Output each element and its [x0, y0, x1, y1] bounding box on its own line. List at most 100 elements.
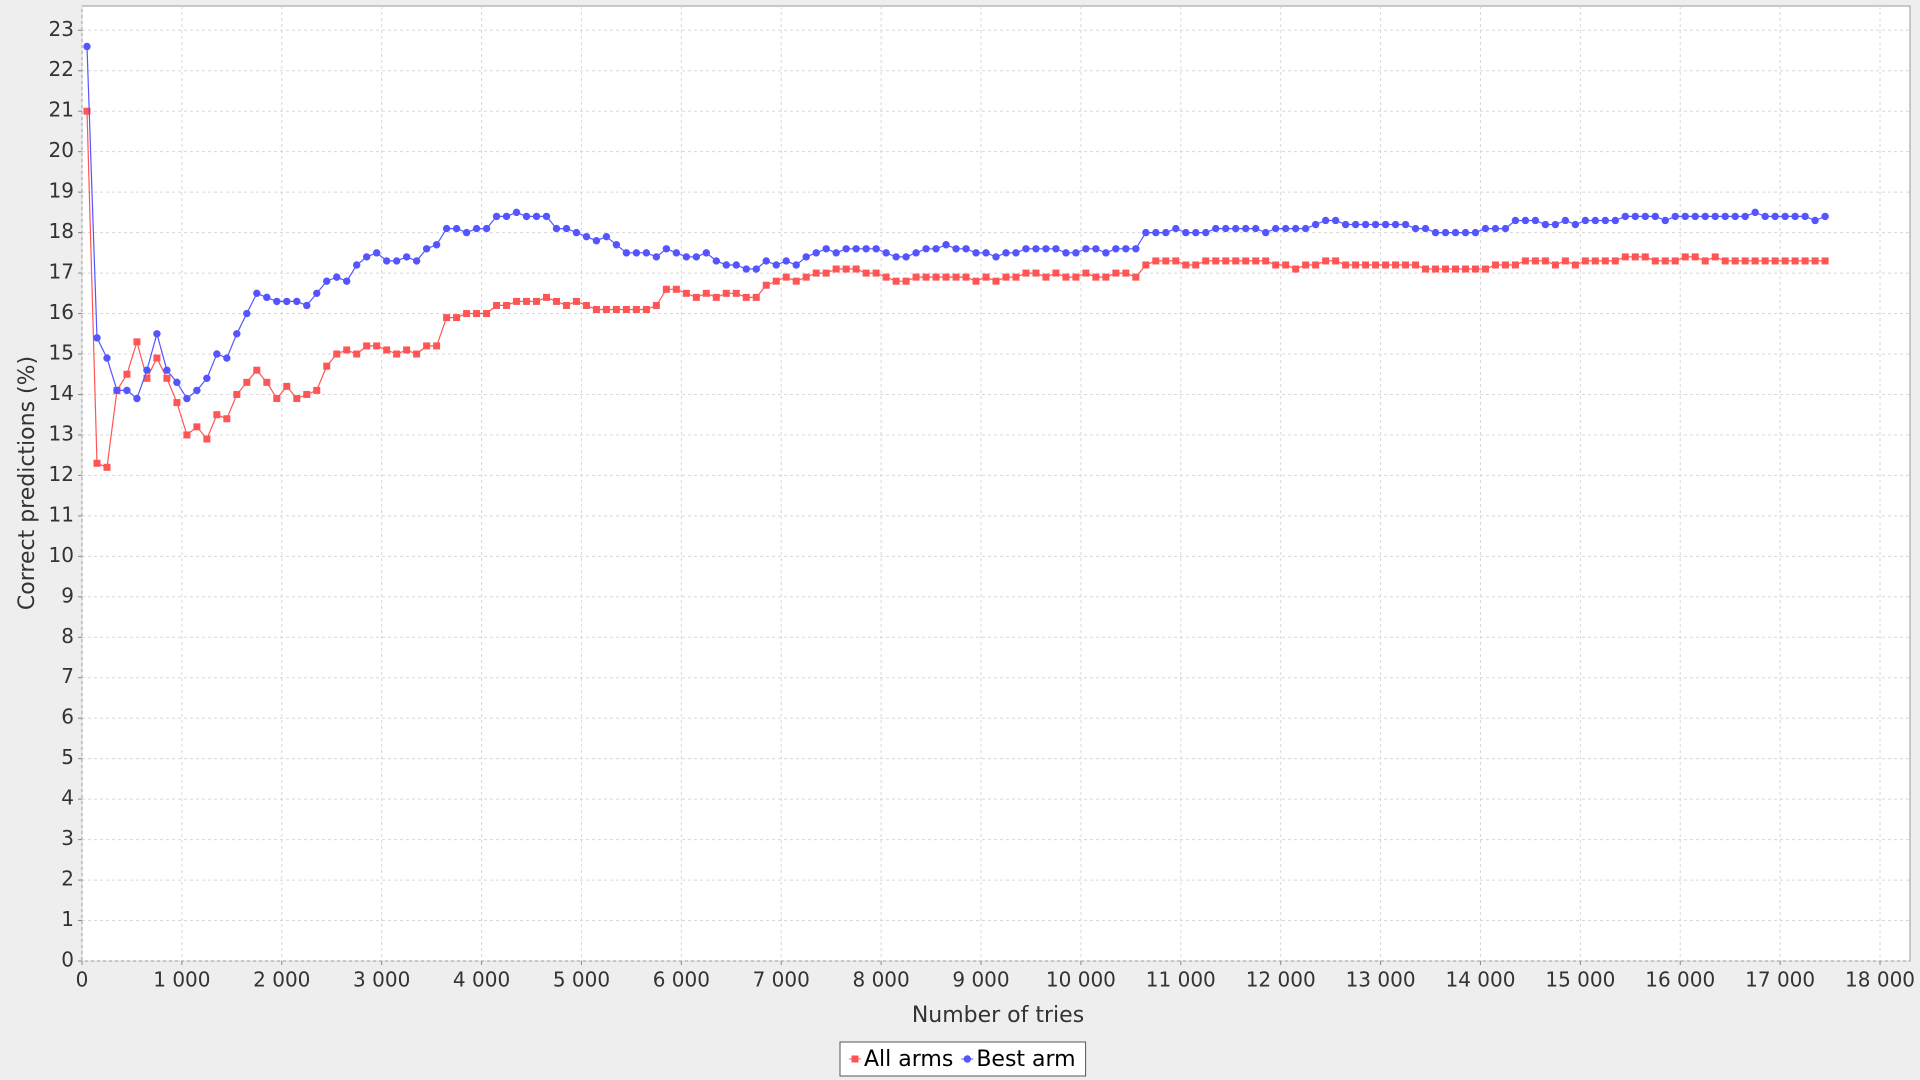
data-point [922, 273, 930, 281]
data-point [323, 277, 331, 285]
data-point [103, 463, 111, 471]
data-point [762, 281, 770, 289]
data-point [1451, 228, 1460, 237]
data-point [143, 366, 151, 374]
data-point [1302, 261, 1310, 269]
data-point [413, 350, 421, 358]
data-point [672, 249, 681, 257]
data-point [1591, 216, 1600, 225]
data-point [762, 257, 770, 265]
data-point [662, 285, 670, 293]
data-point [382, 257, 391, 265]
y-tick-label: 12 [49, 462, 74, 486]
data-point [952, 273, 960, 281]
data-point [1242, 257, 1250, 265]
data-point [922, 245, 930, 253]
data-point [832, 265, 840, 273]
data-point [1132, 273, 1140, 281]
y-tick-label: 14 [49, 381, 74, 405]
data-point [1461, 265, 1469, 273]
data-point [642, 249, 651, 257]
data-point [722, 289, 730, 297]
data-point [1661, 216, 1669, 225]
x-tick-label: 14 000 [1445, 968, 1515, 992]
data-point [113, 386, 121, 395]
data-point [682, 289, 690, 297]
data-point [1711, 253, 1719, 261]
data-point [233, 330, 241, 338]
y-tick-label: 11 [49, 502, 74, 526]
x-tick-label: 6 000 [653, 968, 710, 992]
data-point [1291, 224, 1300, 233]
data-point [1152, 228, 1160, 237]
data-point [692, 293, 700, 301]
data-point [163, 374, 171, 382]
data-point [932, 245, 940, 253]
data-point [1062, 273, 1070, 281]
data-point [1571, 261, 1579, 269]
data-point [592, 305, 600, 313]
data-point [862, 269, 870, 277]
data-point [243, 378, 251, 386]
data-point [1581, 216, 1590, 225]
data-point [163, 366, 171, 374]
data-point [1501, 224, 1510, 233]
data-point [1531, 257, 1539, 265]
data-point [1551, 220, 1560, 229]
data-point [572, 228, 581, 237]
legend: All arms Best arm [839, 1041, 1087, 1077]
data-point [562, 224, 571, 233]
data-point [882, 273, 890, 281]
data-point [402, 253, 411, 261]
data-point [1112, 269, 1120, 277]
data-point [1072, 249, 1080, 257]
data-point [1591, 257, 1599, 265]
data-point [1491, 224, 1500, 233]
data-point [1442, 265, 1450, 273]
data-point [942, 241, 950, 249]
data-point [283, 382, 291, 390]
data-point [562, 301, 570, 309]
data-point [1621, 212, 1630, 221]
y-tick-label: 9 [61, 583, 74, 607]
x-tick-label: 8 000 [852, 968, 909, 992]
data-point [93, 459, 101, 467]
y-tick-label: 6 [61, 705, 74, 729]
data-point [982, 249, 990, 257]
legend-marker [963, 1055, 972, 1063]
y-tick-label: 19 [49, 179, 74, 203]
data-point [532, 212, 541, 221]
data-point [822, 245, 830, 253]
data-point [672, 285, 680, 293]
data-point [1342, 261, 1350, 269]
data-point [213, 350, 221, 358]
data-point [552, 224, 561, 233]
data-point [812, 269, 820, 277]
data-point [153, 354, 161, 362]
data-point [133, 394, 141, 403]
data-point [1012, 273, 1020, 281]
data-point [1511, 216, 1520, 225]
data-point [313, 386, 321, 394]
y-tick-label: 20 [49, 138, 74, 162]
y-tick-label: 7 [61, 664, 74, 688]
data-point [1382, 261, 1390, 269]
data-point [1401, 220, 1410, 229]
data-point [1372, 261, 1380, 269]
data-point [722, 261, 730, 269]
data-point [582, 301, 590, 309]
data-point [1771, 212, 1779, 221]
data-point [513, 297, 521, 305]
data-point [293, 395, 301, 403]
data-point [592, 237, 601, 245]
data-point [1411, 224, 1420, 233]
data-point [542, 293, 550, 301]
data-point [1332, 257, 1340, 265]
data-point [1172, 257, 1180, 265]
data-point [1761, 257, 1769, 265]
data-point [1701, 257, 1709, 265]
plot-area [81, 5, 1911, 962]
data-point [352, 261, 361, 269]
data-point [393, 350, 401, 358]
data-point [912, 273, 920, 281]
